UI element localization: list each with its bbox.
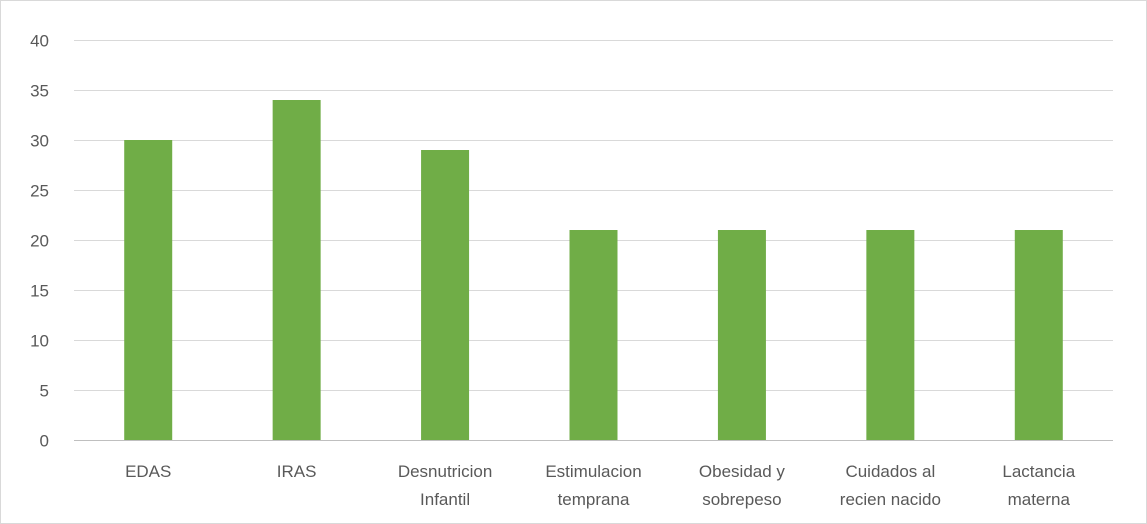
x-tick-label-line: EDAS	[125, 462, 171, 481]
x-tick-label: Cuidados al recien nacido	[840, 462, 941, 509]
x-tick-label-line: sobrepeso	[702, 490, 781, 509]
x-tick-label: Desnutricion Infantil	[398, 462, 493, 509]
y-tick-label: 10	[30, 332, 49, 351]
x-tick-label: Estimulacion temprana	[545, 462, 641, 509]
y-tick-label: 40	[30, 32, 49, 51]
y-axis-tick-labels: 0 5 10 15 20 25 30 35 40	[30, 32, 49, 451]
x-tick-label-line: Estimulacion	[545, 462, 641, 481]
x-tick-label: IRAS	[277, 462, 317, 481]
x-tick-label: Lactancia materna	[1002, 462, 1075, 509]
x-tick-label-line: Lactancia	[1002, 462, 1075, 481]
y-tick-label: 0	[40, 432, 49, 451]
y-tick-label: 15	[30, 282, 49, 301]
x-tick-label-line: temprana	[558, 490, 630, 509]
y-tick-label: 5	[40, 382, 49, 401]
bar	[1014, 230, 1063, 440]
x-tick-label-line: recien nacido	[840, 490, 941, 509]
x-axis-tick-labels: EDAS IRAS Desnutricion Infantil Estimulacion…	[125, 462, 1076, 509]
y-tick-label: 30	[30, 132, 49, 151]
x-tick-label-line: Cuidados al	[845, 462, 935, 481]
bars	[124, 100, 1063, 440]
x-tick-label-line: materna	[1008, 490, 1071, 509]
bar	[569, 230, 618, 440]
x-tick-label: EDAS	[125, 462, 171, 481]
x-tick-label-line: IRAS	[277, 462, 317, 481]
y-tick-label: 20	[30, 232, 49, 251]
bar	[717, 230, 766, 440]
bar	[866, 230, 915, 440]
bar	[124, 140, 173, 440]
x-tick-label-line: Desnutricion	[398, 462, 493, 481]
bar	[272, 100, 321, 440]
bar	[421, 150, 470, 440]
x-tick-label-line: Obesidad y	[699, 462, 785, 481]
y-tick-label: 35	[30, 82, 49, 101]
y-tick-label: 25	[30, 182, 49, 201]
x-tick-label: Obesidad y sobrepeso	[699, 462, 785, 509]
x-tick-label-line: Infantil	[420, 490, 470, 509]
